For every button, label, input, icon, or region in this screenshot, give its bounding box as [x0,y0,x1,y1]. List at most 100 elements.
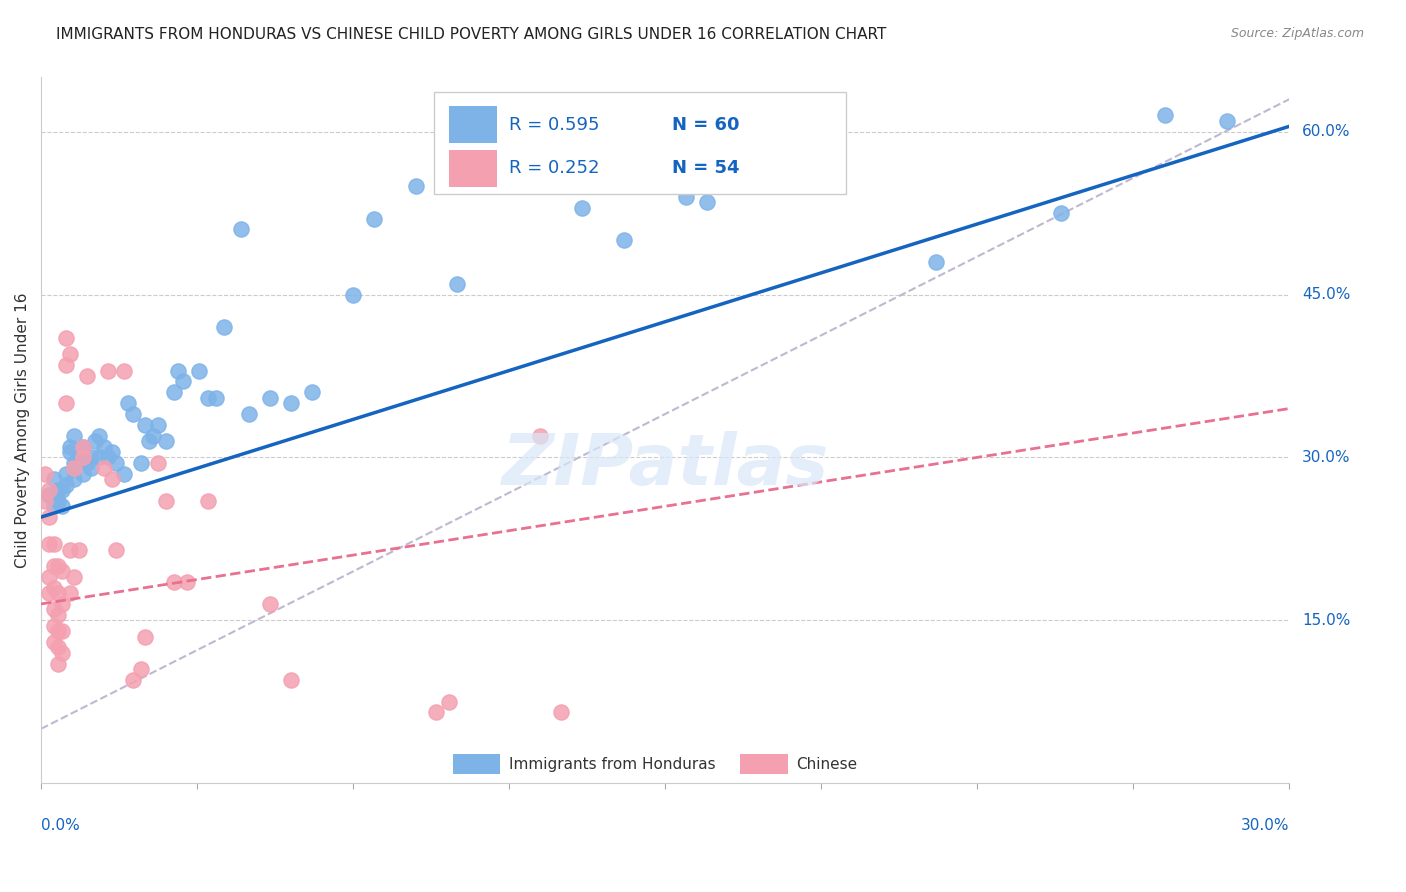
Point [42,558,65,573]
Point [38,488,60,502]
Point [675,190,697,204]
Point [212,320,235,334]
FancyBboxPatch shape [453,754,501,774]
Text: Immigrants from Honduras: Immigrants from Honduras [509,756,716,772]
Point [129,662,152,676]
Point [205,391,228,405]
Point [155,434,177,449]
Point [63,456,86,470]
Point [925,255,948,269]
Point [363,211,385,226]
FancyBboxPatch shape [434,92,846,194]
Point [63,472,86,486]
Point [138,434,160,449]
Point [72,440,94,454]
Point [63,570,86,584]
Point [80,450,103,465]
Point [55,477,77,491]
Point [46,493,69,508]
Point [84,434,107,449]
Point [42,537,65,551]
Point [121,673,143,687]
Point [167,363,190,377]
Point [63,461,86,475]
Point [72,440,94,454]
Point [55,467,77,481]
Point [176,575,198,590]
Point [55,358,77,372]
Point [134,417,156,432]
Point [38,483,60,497]
Point [342,287,364,301]
Text: IMMIGRANTS FROM HONDURAS VS CHINESE CHILD POVERTY AMONG GIRLS UNDER 16 CORRELATI: IMMIGRANTS FROM HONDURAS VS CHINESE CHIL… [56,27,887,42]
Point [72,450,94,465]
Point [105,456,128,470]
Y-axis label: Child Poverty Among Girls Under 16: Child Poverty Among Girls Under 16 [15,293,30,568]
Point [89,450,111,465]
Point [163,575,186,590]
Point [59,440,82,454]
Point [529,428,551,442]
Point [34,493,56,508]
Point [42,602,65,616]
Point [571,201,593,215]
Point [134,630,156,644]
Point [142,428,165,442]
Point [38,586,60,600]
Text: Chinese: Chinese [796,756,858,772]
Point [51,483,73,497]
Point [238,407,260,421]
Point [229,222,252,236]
Point [72,467,94,481]
Point [38,570,60,584]
Point [59,542,82,557]
Point [188,363,211,377]
Point [280,673,302,687]
Text: 0.0%: 0.0% [41,818,80,833]
Point [46,607,69,622]
Point [59,586,82,600]
Point [197,391,219,405]
Point [51,565,73,579]
Point [55,396,77,410]
Point [437,695,460,709]
Point [42,581,65,595]
Point [38,537,60,551]
Point [46,640,69,655]
Point [51,624,73,638]
Point [101,445,124,459]
Point [425,706,447,720]
Point [259,597,281,611]
Text: 60.0%: 60.0% [1302,124,1350,139]
Point [1153,108,1175,122]
Text: Source: ZipAtlas.com: Source: ZipAtlas.com [1230,27,1364,40]
Text: N = 54: N = 54 [672,160,740,178]
Point [46,586,69,600]
Text: 15.0%: 15.0% [1302,613,1350,628]
Point [97,363,120,377]
Text: ZIPatlas: ZIPatlas [502,431,830,500]
Point [280,396,302,410]
Point [76,456,98,470]
Point [89,428,111,442]
Point [146,456,169,470]
Point [46,558,69,573]
Point [259,391,281,405]
Text: 30.0%: 30.0% [1241,818,1289,833]
Point [696,195,718,210]
Point [129,456,152,470]
Point [155,493,177,508]
Text: N = 60: N = 60 [672,116,740,134]
Point [51,646,73,660]
Point [67,542,90,557]
Point [105,542,128,557]
Text: 30.0%: 30.0% [1302,450,1350,465]
Point [146,417,169,432]
Point [42,472,65,486]
Point [46,483,69,497]
Point [101,472,124,486]
FancyBboxPatch shape [450,150,496,186]
Point [59,445,82,459]
Point [405,179,427,194]
Point [42,618,65,632]
